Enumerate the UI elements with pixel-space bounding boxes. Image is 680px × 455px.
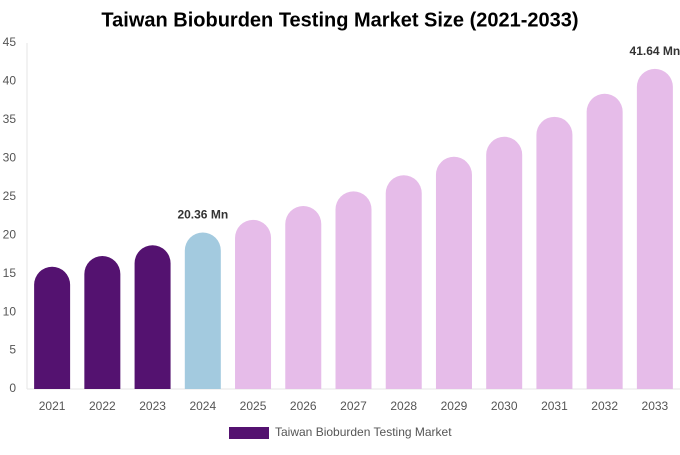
x-tick-label: 2028 xyxy=(390,399,417,413)
bar xyxy=(335,191,372,389)
x-tick-label: 2022 xyxy=(89,399,116,413)
y-tick-label: 5 xyxy=(9,343,16,357)
legend-label: Taiwan Bioburden Testing Market xyxy=(275,425,452,439)
y-tick-label: 25 xyxy=(3,189,17,203)
bar xyxy=(636,68,673,390)
bar xyxy=(84,255,121,389)
x-tick-label: 2024 xyxy=(189,399,216,413)
bar xyxy=(34,266,71,389)
bar xyxy=(435,156,472,389)
y-tick-label: 35 xyxy=(3,112,17,126)
value-label: 41.64 Mn xyxy=(630,44,680,58)
x-tick-label: 2023 xyxy=(139,399,166,413)
y-tick-label: 40 xyxy=(3,74,17,88)
x-tick-label: 2026 xyxy=(290,399,317,413)
legend-swatch xyxy=(229,427,269,439)
chart-title: Taiwan Bioburden Testing Market Size (20… xyxy=(101,9,578,31)
x-tick-label: 2025 xyxy=(240,399,267,413)
bar xyxy=(486,136,523,389)
bar xyxy=(385,175,422,389)
y-tick-label: 20 xyxy=(3,227,17,241)
y-tick-label: 30 xyxy=(3,151,17,165)
x-tick-label: 2027 xyxy=(340,399,367,413)
y-tick-label: 15 xyxy=(3,266,17,280)
x-tick-label: 2029 xyxy=(441,399,468,413)
y-tick-label: 10 xyxy=(3,304,17,318)
bar xyxy=(134,245,171,389)
x-tick-label: 2033 xyxy=(642,399,669,413)
x-tick-label: 2031 xyxy=(541,399,568,413)
x-tick-label: 2032 xyxy=(591,399,618,413)
bar xyxy=(235,219,272,389)
bar xyxy=(184,232,221,389)
y-tick-label: 0 xyxy=(9,381,16,395)
bar xyxy=(285,206,322,389)
bar xyxy=(586,93,623,389)
value-label: 20.36 Mn xyxy=(177,208,228,222)
x-tick-label: 2021 xyxy=(39,399,66,413)
x-tick-label: 2030 xyxy=(491,399,518,413)
bar xyxy=(536,116,573,389)
y-tick-label: 45 xyxy=(3,35,17,49)
